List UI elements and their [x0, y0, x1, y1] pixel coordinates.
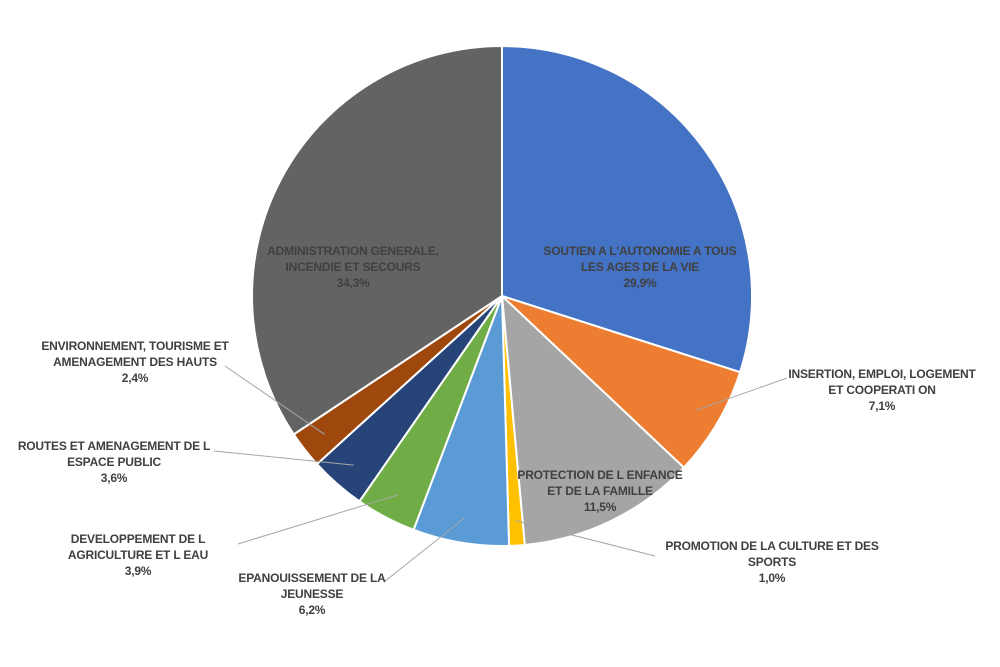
pie-slice-administration	[251, 44, 503, 436]
slice-label-protection-enfance: PROTECTION DE L ENFANCE ET DE LA FAMILLE…	[517, 468, 683, 514]
leader-line-culture-sports	[515, 520, 656, 557]
slice-label-administration: ADMINISTRATION GENERALE, INCENDIE ET SEC…	[267, 244, 439, 290]
leader-line-environnement	[224, 365, 325, 435]
pie-slice-protection-enfance	[500, 293, 686, 547]
leader-line-jeunesse	[383, 517, 466, 583]
slice-label-environnement: ENVIRONNEMENT, TOURISME ET AMENAGEMENT D…	[41, 339, 229, 385]
leader-line-agriculture	[237, 494, 398, 545]
slice-label-culture-sports: PROMOTION DE LA CULTURE ET DES SPORTS 1,…	[665, 539, 879, 585]
slice-label-autonomie: SOUTIEN A L'AUTONOMIE A TOUS LES AGES DE…	[543, 244, 737, 290]
pie-slice-autonomie	[501, 44, 753, 374]
leader-line-routes	[213, 450, 354, 466]
pie-slice-insertion	[501, 295, 742, 469]
slice-label-insertion: INSERTION, EMPLOI, LOGEMENT ET COOPERATI…	[788, 367, 976, 413]
slice-label-routes: ROUTES ET AMENAGEMENT DE L ESPACE PUBLIC…	[17, 439, 211, 485]
leader-line-insertion	[695, 377, 788, 411]
slice-label-jeunesse: EPANOUISSEMENT DE LA JEUNESSE 6,2%	[238, 571, 386, 617]
slice-label-agriculture: DEVELOPPEMENT DE L AGRICULTURE ET L EAU …	[67, 532, 209, 578]
